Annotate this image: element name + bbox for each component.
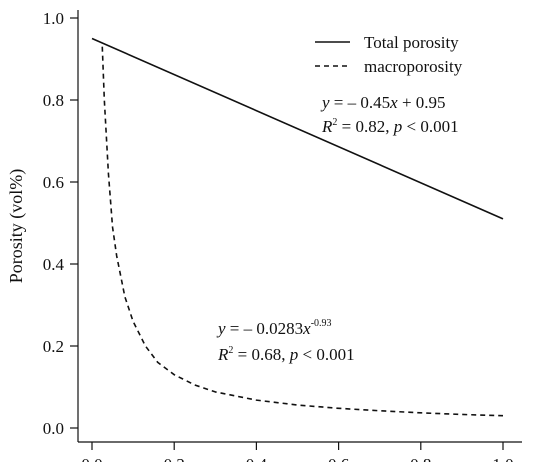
legend-label-macro: macroporosity [364, 57, 463, 76]
y-tick-label: 0.0 [43, 419, 64, 438]
y-tick-label: 0.8 [43, 91, 64, 110]
y-tick-label: 0.4 [43, 255, 65, 274]
series-layer [91, 37, 504, 417]
series-line-total-porosity [91, 37, 504, 220]
total-eq-line1: y = – 0.45x + 0.95 [320, 93, 446, 112]
x-tick-label: 0.8 [410, 455, 431, 462]
legend: Total porosity macroporosity [315, 33, 463, 76]
x-tick-label: 0.0 [81, 455, 102, 462]
y-axis-title: Porosity (vol%) [6, 169, 27, 284]
legend-label-total: Total porosity [364, 33, 459, 52]
y-axis-ticks: 0.0 0.2 0.4 0.6 0.8 1.0 [43, 9, 78, 438]
macro-eq-line2: R2 = 0.68, p < 0.001 [217, 345, 355, 364]
x-tick-label: 0.6 [328, 455, 349, 462]
x-tick-label: 1.0 [492, 455, 513, 462]
y-tick-label: 0.2 [43, 337, 64, 356]
x-tick-label: 0.2 [164, 455, 185, 462]
macro-equation: y = – 0.0283x-0.93 R2 = 0.68, p < 0.001 [216, 318, 355, 364]
y-tick-label: 0.6 [43, 173, 64, 192]
x-axis-ticks: 0.0 0.2 0.4 0.6 0.8 1.0 [81, 442, 514, 462]
macro-eq-line1: y = – 0.0283x-0.93 [216, 318, 332, 338]
y-tick-label: 1.0 [43, 9, 64, 28]
total-eq-line2: R2 = 0.82, p < 0.001 [321, 117, 459, 136]
x-tick-label: 0.4 [246, 455, 268, 462]
series-line-macroporosity [101, 46, 504, 417]
total-equation: y = – 0.45x + 0.95 R2 = 0.82, p < 0.001 [320, 93, 459, 136]
